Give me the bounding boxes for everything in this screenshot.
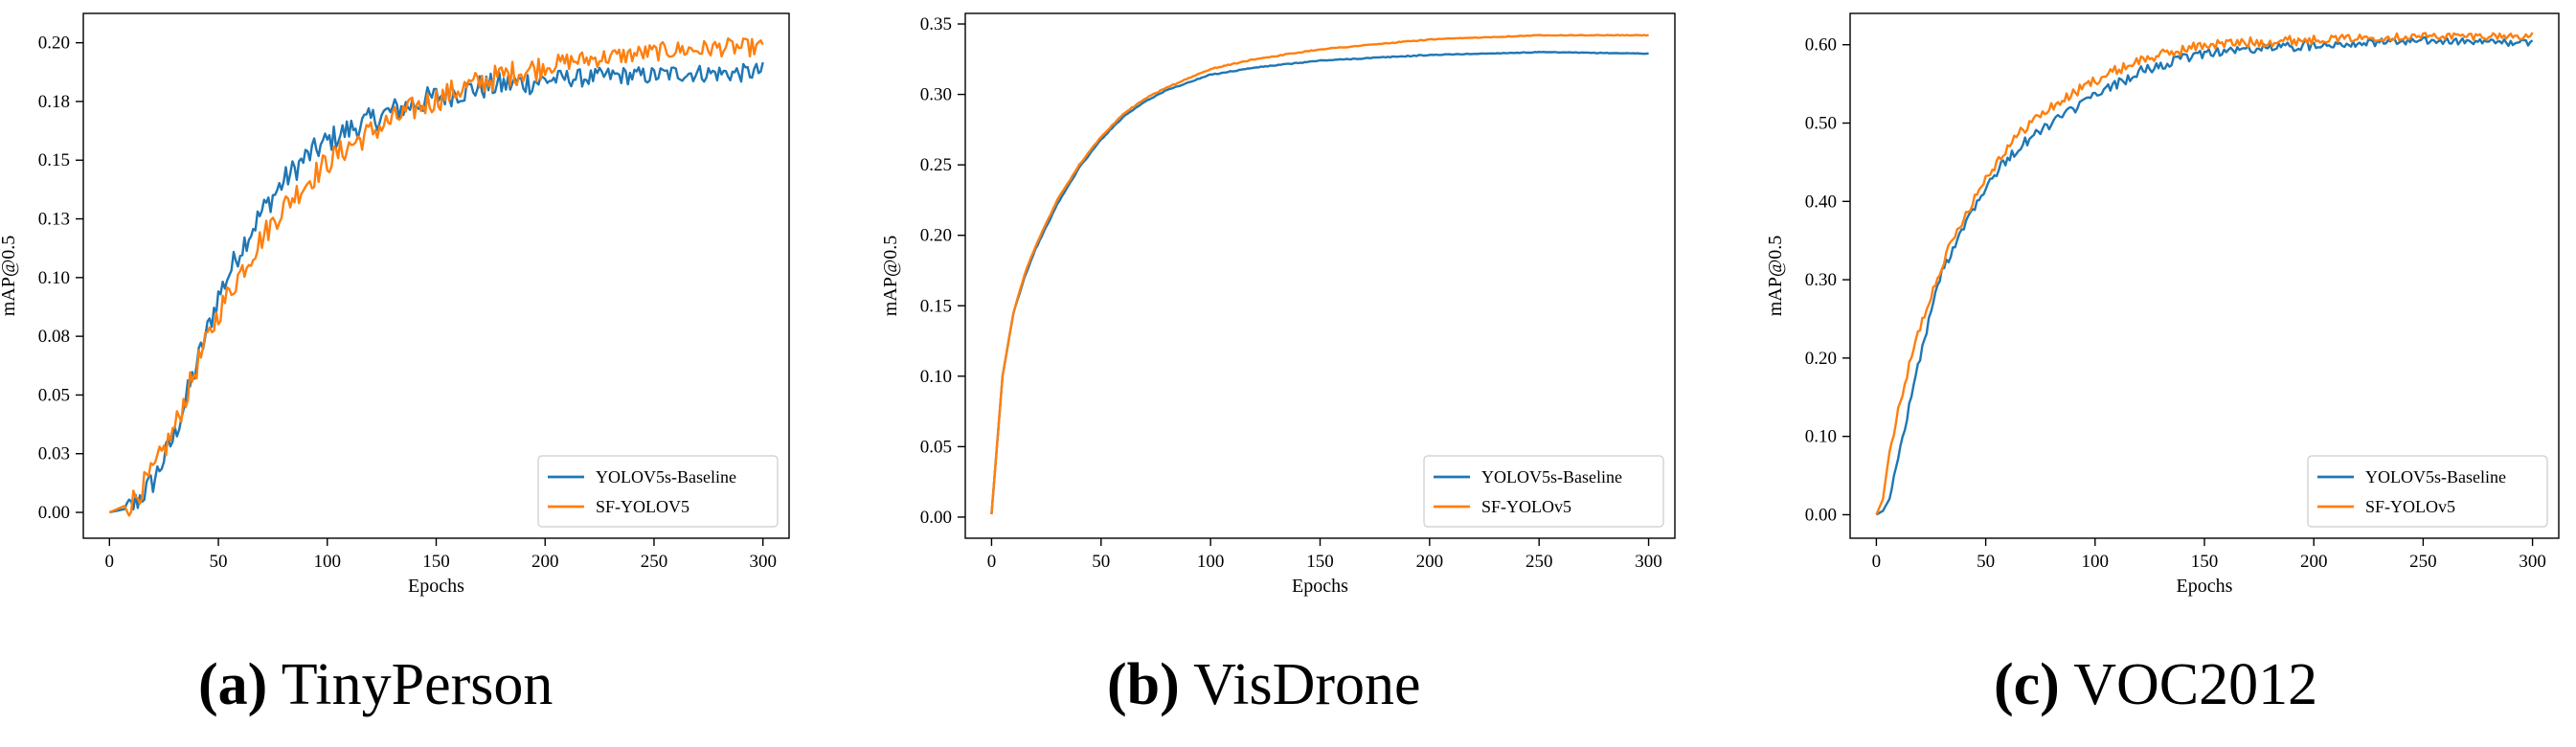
x-axis-label: Epochs	[1292, 576, 1348, 597]
x-tick-label: 200	[2300, 552, 2328, 572]
legend-label: SF-YOLOv5	[2365, 497, 2455, 516]
x-tick-label: 0	[1872, 552, 1882, 572]
caption-a-tag: (a)	[198, 652, 268, 717]
y-tick-label: 0.30	[920, 85, 952, 105]
chart-b: 0 50 100 150 200 250 300 0.00 0.05 0.10 0.15 0.20 0.…	[880, 12, 1676, 597]
y-axis-label: mAP@0.5	[880, 236, 901, 317]
x-tick-label: 100	[1197, 552, 1225, 572]
caption-a-title: TinyPerson	[281, 652, 554, 717]
y-tick-label: 0.20	[38, 34, 70, 54]
series-line-baseline	[990, 51, 1649, 515]
caption-a: (a) TinyPerson	[198, 651, 553, 719]
x-tick-label: 100	[2082, 552, 2110, 572]
x-axis-label: Epochs	[408, 576, 464, 597]
y-tick-label: 0.00	[920, 508, 952, 528]
x-tick-label: 200	[1416, 552, 1444, 572]
y-tick-label: 0.40	[1805, 192, 1837, 212]
x-tick-label: 50	[1092, 552, 1110, 572]
x-tick-label: 150	[1306, 552, 1334, 572]
y-tick-label: 0.20	[1805, 349, 1837, 369]
y-tick-label: 0.05	[38, 385, 70, 405]
legend-box	[1423, 455, 1664, 528]
legend: YOLOV5s-Baseline SF-YOLOv5	[2307, 455, 2548, 528]
legend-box	[2307, 455, 2548, 528]
y-tick-label: 0.30	[1805, 270, 1837, 290]
legend-label: YOLOV5s-Baseline	[1481, 467, 1622, 487]
x-tick-label: 0	[987, 552, 997, 572]
y-tick-label: 0.13	[38, 210, 70, 230]
x-tick-label: 250	[1525, 552, 1553, 572]
x-tick-label: 100	[314, 552, 342, 572]
y-tick-label: 0.15	[38, 150, 70, 170]
y-tick-label: 0.03	[38, 444, 70, 464]
series-line-sf	[1875, 32, 2534, 515]
x-tick-label: 200	[531, 552, 559, 572]
x-tick-label: 50	[1977, 552, 1995, 572]
y-tick-label: 0.25	[920, 155, 952, 175]
legend-label: SF-YOLOv5	[1481, 497, 1571, 516]
legend: YOLOV5s-Baseline SF-YOLOv5	[1423, 455, 1664, 528]
y-tick-label: 0.60	[1805, 35, 1837, 56]
y-tick-label: 0.10	[920, 367, 952, 387]
series-line-sf	[990, 34, 1649, 515]
caption-b-tag: (b)	[1107, 652, 1180, 717]
y-tick-label: 0.00	[1805, 505, 1837, 525]
y-tick-label: 0.50	[1805, 114, 1837, 134]
y-axis-label: mAP@0.5	[0, 236, 19, 317]
x-tick-label: 300	[749, 552, 777, 572]
x-axis-label: Epochs	[2177, 576, 2233, 597]
y-tick-label: 0.15	[920, 296, 952, 316]
y-axis-label: mAP@0.5	[1765, 236, 1786, 317]
legend: YOLOV5s-Baseline SF-YOLOV5	[537, 455, 779, 528]
legend-box	[537, 455, 779, 528]
x-tick-label: 150	[422, 552, 450, 572]
y-tick-label: 0.20	[920, 226, 952, 246]
caption-c-title: VOC2012	[2073, 652, 2318, 717]
chart-a: 0 50 100 150 200 250 300 0.00 0.03 0.05 0.08 0.10 0.…	[0, 12, 790, 597]
legend-label: YOLOV5s-Baseline	[596, 467, 736, 487]
caption-b-title: VisDrone	[1193, 652, 1421, 717]
y-tick-label: 0.10	[38, 268, 70, 288]
x-tick-label: 250	[2409, 552, 2437, 572]
legend-label: YOLOV5s-Baseline	[2365, 467, 2506, 487]
x-tick-label: 150	[2191, 552, 2219, 572]
y-tick-label: 0.10	[1805, 427, 1837, 447]
y-tick-label: 0.00	[38, 503, 70, 523]
x-tick-label: 300	[2519, 552, 2546, 572]
x-tick-label: 300	[1635, 552, 1662, 572]
y-tick-label: 0.35	[920, 14, 952, 34]
y-tick-label: 0.05	[920, 437, 952, 457]
legend-label: SF-YOLOV5	[596, 497, 689, 516]
caption-b: (b) VisDrone	[1107, 651, 1421, 719]
y-tick-label: 0.08	[38, 327, 70, 347]
series-line-baseline	[1875, 35, 2534, 516]
y-tick-label: 0.18	[38, 92, 70, 112]
caption-c-tag: (c)	[1994, 652, 2060, 717]
chart-c: 0 50 100 150 200 250 300 0.00 0.10 0.20 0.30 0.40 0.…	[1765, 12, 2560, 597]
x-tick-label: 0	[105, 552, 115, 572]
x-tick-label: 250	[641, 552, 668, 572]
series-line-baseline	[109, 61, 764, 514]
x-tick-label: 50	[210, 552, 228, 572]
caption-c: (c) VOC2012	[1994, 651, 2317, 719]
series-line-sf	[108, 37, 764, 517]
